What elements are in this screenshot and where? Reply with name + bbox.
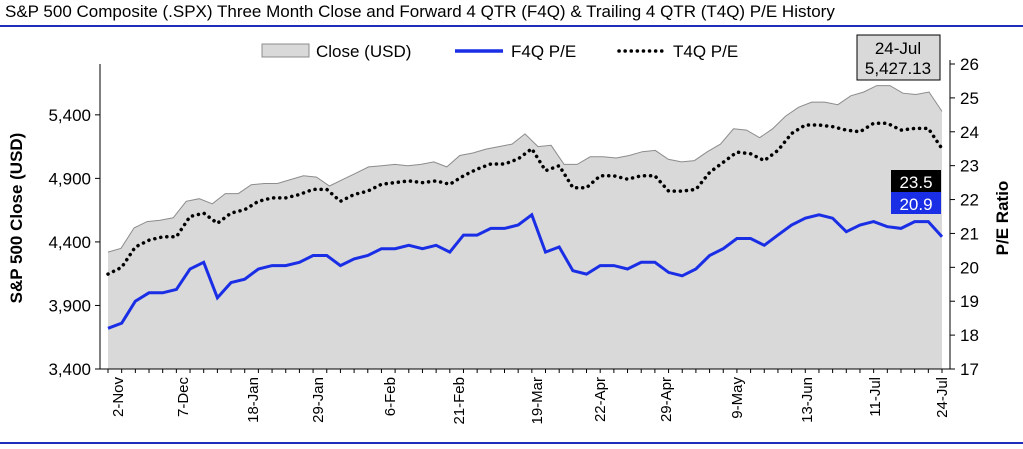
t4q-pe-line	[106, 121, 944, 276]
y-right-tick-label: 19	[960, 292, 979, 311]
x-tick-label: 21-Feb	[451, 377, 468, 425]
y-right-tick-label: 22	[960, 191, 979, 210]
x-tick-label: 29-Jan	[310, 377, 327, 423]
y-left-tick-label: 3,900	[48, 296, 91, 315]
legend: Close (USD) F4Q P/E T4Q P/E	[261, 42, 738, 61]
last-close-callout: 24-Jul 5,427.13	[856, 34, 941, 81]
y-right-tick-label: 20	[960, 258, 979, 277]
x-tick-label: 22-Apr	[592, 377, 609, 422]
y-right-tick-label: 23	[960, 157, 979, 176]
y-left-tick-label: 3,400	[48, 360, 91, 379]
t4q-badge-value: 23.5	[899, 173, 932, 192]
x-tick-label: 18-Jan	[245, 377, 262, 423]
x-tick-label: 2-Nov	[110, 377, 127, 418]
x-tick-label: 11-Jul	[867, 377, 884, 417]
f4q-badge-value: 20.9	[899, 195, 932, 214]
y-right-tick-label: 24	[960, 123, 979, 142]
chart-title: S&P 500 Composite (.SPX) Three Month Clo…	[5, 2, 835, 21]
y-left-tick-label: 5,400	[48, 106, 91, 125]
legend-label-f4q: F4Q P/E	[511, 42, 576, 61]
t4q-badge-background	[891, 170, 941, 192]
x-tick-label: 9-May	[729, 377, 746, 419]
y-right-tick-label: 26	[960, 55, 979, 74]
y-right-tick-label: 17	[960, 360, 979, 379]
callout-date: 24-Jul	[875, 39, 921, 58]
y-right-tick-label: 18	[960, 326, 979, 345]
y-right-tick-label: 25	[960, 89, 979, 108]
f4q-badge-background	[891, 192, 941, 214]
legend-label-t4q: T4Q P/E	[673, 42, 738, 61]
y-left-tick-label: 4,400	[48, 233, 91, 252]
y-axis-left-title: S&P 500 Close (USD)	[7, 133, 26, 304]
y-right-tick-label: 21	[960, 224, 979, 243]
plot-area: 3,400 3,900 4,400 4,900 5,400 17 18 19 20 21 22 23 2…	[48, 55, 978, 425]
x-tick-label: 19-Mar	[529, 377, 546, 425]
t4q-last-value-badge: 23.5	[891, 170, 941, 192]
f4q-pe-line	[107, 212, 944, 330]
legend-swatch-close	[261, 43, 310, 58]
callout-close-value: 5,427.13	[865, 59, 931, 78]
x-tick-label: 13-Jun	[799, 377, 816, 423]
y-axis-right-title: P/E Ratio	[993, 181, 1012, 256]
legend-label-close: Close (USD)	[316, 42, 411, 61]
x-tick-label: 24-Jul	[934, 377, 951, 418]
callout-box	[856, 34, 941, 81]
x-tick-label: 7-Dec	[175, 377, 192, 418]
close-area	[108, 85, 942, 369]
close-area-edge	[107, 85, 943, 253]
y-left-tick-label: 4,900	[48, 169, 91, 188]
x-tick-label: 6-Feb	[382, 377, 399, 416]
x-tick-label: 29-Apr	[658, 377, 675, 422]
f4q-last-value-badge: 20.9	[891, 192, 941, 214]
